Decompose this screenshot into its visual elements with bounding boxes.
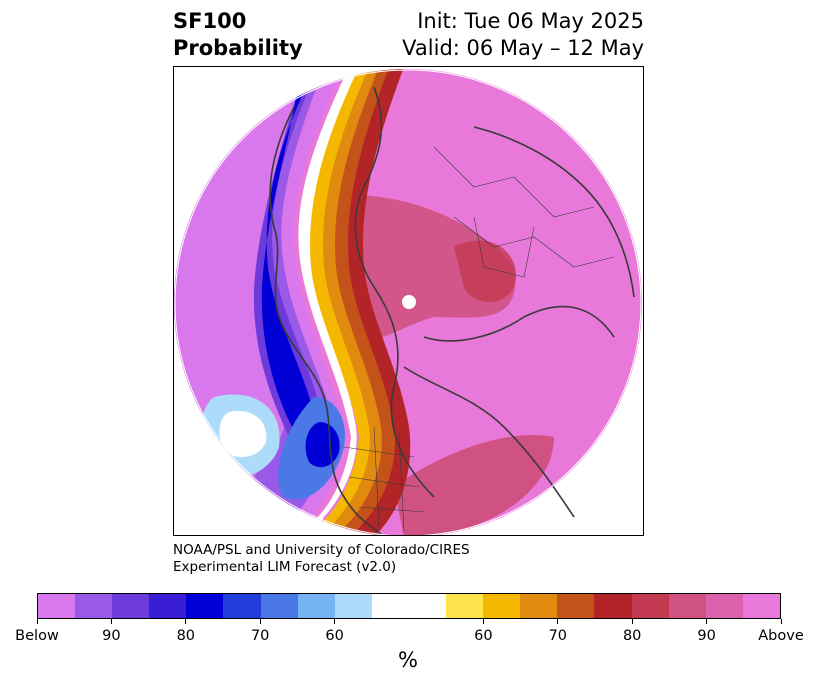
colorbar-cell <box>742 594 780 618</box>
colorbar-tick <box>334 619 336 624</box>
colorbar-cell <box>260 594 298 618</box>
below-core-band <box>261 87 312 427</box>
colorbar-cell <box>149 594 187 618</box>
colorbar-tick-label: 80 <box>176 628 196 644</box>
colorbar-tick-label: Above <box>758 628 804 644</box>
variable-name: SF100 <box>173 9 247 33</box>
colorbar-tick <box>110 619 112 624</box>
credit-line-1: NOAA/PSL and University of Colorado/CIRE… <box>173 542 470 558</box>
colorbar-cell <box>483 594 521 618</box>
colorbar-cell <box>520 594 558 618</box>
colorbar-cell <box>334 594 372 618</box>
colorbar-cell <box>557 594 595 618</box>
colorbar-cell <box>75 594 113 618</box>
colorbar-cell <box>408 594 447 618</box>
colorbar-cell <box>112 594 150 618</box>
colorbar-cell <box>186 594 224 618</box>
above-band-south <box>394 435 554 535</box>
colorbar-cell <box>38 594 76 618</box>
title-left: SF100 Probability <box>173 8 303 62</box>
map-svg <box>174 69 642 535</box>
colorbar-tick-label: 90 <box>102 628 121 644</box>
colorbar-tick-label: 70 <box>548 628 568 644</box>
colorbar-cell <box>631 594 669 618</box>
colorbar-cell <box>594 594 632 618</box>
colorbar-cell <box>223 594 261 618</box>
yellow-band <box>299 69 370 535</box>
colorbar-tick <box>631 619 633 624</box>
neutral-blob <box>219 411 267 458</box>
colorbar-cell <box>705 594 743 618</box>
colorbar-tick-label: 60 <box>474 628 493 644</box>
colorbar-tick <box>706 619 708 624</box>
coastlines <box>269 86 635 535</box>
below-west-lobe <box>179 200 250 344</box>
colorbar <box>37 593 781 619</box>
colorbar-tick <box>557 619 559 624</box>
colorbar-tick <box>482 619 484 624</box>
init-date: Init: Tue 06 May 2025 <box>417 9 644 33</box>
above-core-eurasia <box>454 240 516 302</box>
north-pole-marker <box>402 295 416 309</box>
borders <box>343 146 615 533</box>
product-name: Probability <box>173 36 303 60</box>
colorbar-tick-label: 60 <box>325 628 344 644</box>
credit-text: NOAA/PSL and University of Colorado/CIRE… <box>173 542 470 576</box>
colorbar-tick <box>259 619 261 624</box>
colorbar-tick <box>185 619 187 624</box>
colorbar-cell <box>668 594 706 618</box>
colorbar-tick-label: Below <box>15 628 59 644</box>
colorbar-tick <box>780 619 782 624</box>
colorbar-tick-label: 90 <box>697 628 716 644</box>
colorbar-cell <box>446 594 484 618</box>
above-band-north <box>324 195 516 340</box>
colorbar-cell <box>297 594 335 618</box>
colorbar-tick-label: 80 <box>622 628 642 644</box>
colorbar-cell <box>371 594 409 618</box>
neutral-band <box>289 69 359 535</box>
colorbar-tick <box>36 619 38 624</box>
map-disk-edge <box>174 69 642 535</box>
colorbar-ticks <box>36 619 782 625</box>
credit-line-2: Experimental LIM Forecast (v2.0) <box>173 559 397 575</box>
forecast-map <box>173 66 644 536</box>
valid-range: Valid: 06 May – 12 May <box>402 36 644 60</box>
title-right: Init: Tue 06 May 2025 Valid: 06 May – 12… <box>402 8 644 62</box>
colorbar-tick-label: 70 <box>250 628 270 644</box>
colorbar-unit: % <box>398 648 418 672</box>
